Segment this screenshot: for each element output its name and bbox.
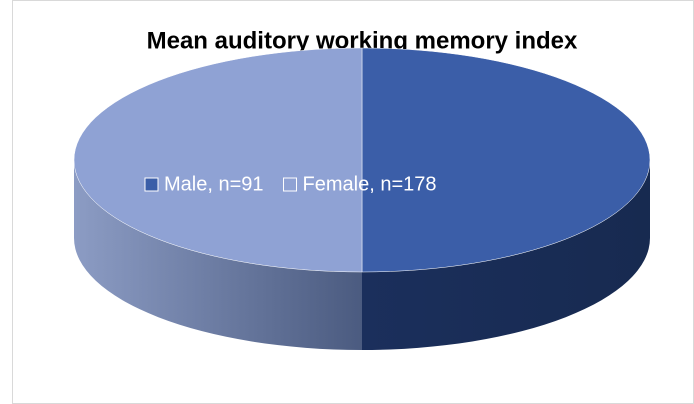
pie-side [362, 160, 650, 350]
legend-swatch [144, 177, 159, 192]
legend-label: Female, n=178 [303, 173, 437, 195]
pie [73, 47, 651, 350]
pie-side [74, 160, 362, 350]
legend-label: Male, n=91 [164, 173, 264, 195]
legend-swatch [283, 177, 298, 192]
pie-slice [361, 47, 651, 273]
pie-slice [73, 47, 363, 273]
legend: Male, n=91 Female, n=178 [144, 173, 437, 195]
